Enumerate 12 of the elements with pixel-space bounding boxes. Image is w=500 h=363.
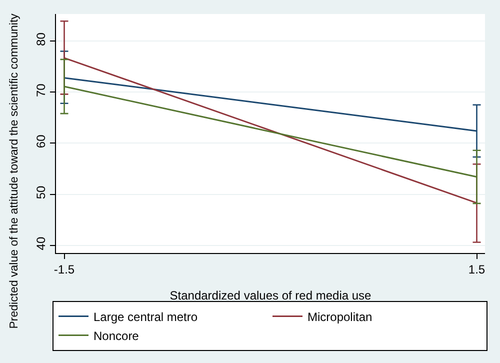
y-axis-title: Predicted value of the attitude toward the scientific community [8,13,20,329]
x-axis-title: Standardized values of red media use [170,288,372,302]
y-tick-label: 80 [34,32,48,46]
legend-label: Micropolitan [308,310,372,324]
x-tick-label: 1.5 [468,262,486,276]
legend-label: Noncore [94,328,140,343]
y-tick-label: 50 [34,185,48,200]
y-tick-label: 40 [34,236,48,250]
y-tick-label: 70 [34,83,48,98]
y-tick-label: 60 [34,134,48,148]
legend-label: Large central metro [94,310,198,324]
x-tick-label: -1.5 [54,262,75,276]
